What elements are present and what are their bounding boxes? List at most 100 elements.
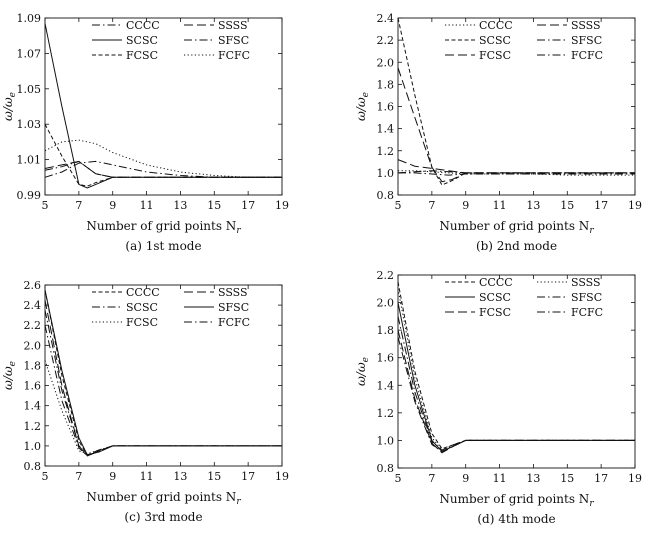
x-tick-label: 15 (560, 199, 574, 212)
series-line-fcfc (44, 139, 282, 178)
x-tick-label: 13 (173, 199, 187, 212)
series-line-sfsc (397, 316, 635, 451)
y-tick-label: 1.6 (24, 380, 42, 393)
series-line-scsc (397, 302, 635, 453)
series-line-cccc (44, 160, 282, 178)
x-tick-label: 9 (109, 470, 116, 483)
legend-label-cccc: CCCC (479, 19, 513, 32)
x-axis-label: Number of grid points Nr (86, 490, 241, 507)
legend-label-ssss: SSSS (571, 19, 601, 32)
chart-panel-1: 5 7 9 11 13 15 17 19 0.99 1.01 1.03 1.05 1.07 1.09 CCC… (1, 12, 289, 253)
y-tick-label: 1.0 (377, 434, 395, 447)
y-axis-label: ω/ωe (1, 361, 18, 390)
legend-label-fcsc: FCSC (126, 49, 158, 62)
x-tick-label: 15 (207, 199, 221, 212)
y-tick-label: 1.01 (17, 154, 42, 167)
legend-label-ssss: SSSS (571, 276, 601, 289)
legend-label-fcfc: FCFC (218, 316, 250, 329)
legend-label-fcfc: FCFC (218, 49, 250, 62)
x-tick-label: 9 (462, 472, 469, 485)
x-tick-label: 7 (75, 470, 82, 483)
y-tick-label: 1.07 (17, 47, 42, 60)
x-tick-label: 19 (628, 472, 642, 485)
y-tick-label: 1.6 (377, 352, 395, 365)
y-tick-label: 1.0 (24, 440, 42, 453)
series-line-fcsc (397, 67, 635, 183)
y-tick-label: 1.6 (377, 101, 395, 114)
y-tick-label: 1.05 (17, 83, 42, 96)
y-tick-label: 1.2 (377, 145, 395, 158)
legend-label-scsc: SCSC (479, 291, 511, 304)
y-tick-label: 0.8 (24, 460, 42, 473)
y-tick-label: 1.03 (17, 118, 42, 131)
x-tick-label: 17 (241, 470, 255, 483)
y-tick-label: 2.2 (377, 34, 395, 47)
series-line-ssss (44, 160, 282, 178)
y-tick-label: 2.0 (24, 339, 42, 352)
x-tick-label: 13 (526, 199, 540, 212)
x-tick-label: 19 (275, 470, 289, 483)
x-tick-label: 7 (428, 472, 435, 485)
series-line-fcfc (398, 172, 635, 176)
y-tick-label: 0.99 (17, 189, 42, 202)
y-tick-label: 1.0 (377, 167, 395, 180)
x-tick-label: 5 (395, 199, 402, 212)
legend-label-fcsc: FCSC (126, 316, 158, 329)
series-line-fcsc (397, 329, 635, 454)
y-tick-label: 2.6 (24, 279, 42, 292)
x-tick-label: 19 (275, 199, 289, 212)
legend-label-sfsc: SFSC (218, 34, 249, 47)
x-axis-label: Number of grid points Nr (439, 492, 594, 509)
legend-label-fcsc: FCSC (479, 49, 511, 62)
x-tick-label: 13 (526, 472, 540, 485)
x-tick-label: 11 (140, 199, 154, 212)
x-axis-label: Number of grid points Nr (86, 219, 241, 236)
y-axis-label: ω/ωe (354, 357, 371, 386)
y-tick-label: 1.4 (377, 123, 395, 136)
x-tick-label: 13 (173, 470, 187, 483)
legend-label-sfsc: SFSC (571, 34, 602, 47)
legend-label-cccc: CCCC (126, 19, 160, 32)
chart-panel-3: 5 7 9 11 13 15 17 19 0.8 1.0 1.2 1.4 1.6 1.8 2.0 2.2 2.4… (1, 279, 289, 524)
plot-frame (397, 274, 636, 469)
legend-label-cccc: CCCC (126, 286, 160, 299)
y-tick-label: 0.8 (377, 462, 395, 475)
series-line-fcsc (44, 123, 282, 187)
series-line-cccc (44, 289, 282, 457)
legend-label-scsc: SCSC (479, 34, 511, 47)
x-tick-label: 5 (42, 470, 49, 483)
legend-label-fcfc: FCFC (571, 49, 603, 62)
legend-label-fcfc: FCFC (571, 306, 603, 319)
x-tick-label: 19 (628, 199, 642, 212)
y-tick-label: 2.4 (24, 299, 42, 312)
legend-label-sfsc: SFSC (218, 301, 249, 314)
x-tick-label: 7 (75, 199, 82, 212)
y-axis-label: ω/ωe (354, 92, 371, 121)
legend-label-scsc: SCSC (126, 34, 158, 47)
x-tick-label: 17 (241, 199, 255, 212)
y-tick-label: 0.8 (377, 189, 395, 202)
series-line-cccc (398, 170, 635, 176)
plot-frame (44, 17, 283, 196)
y-tick-label: 1.4 (24, 400, 42, 413)
x-tick-label: 11 (140, 470, 154, 483)
y-tick-label: 2.2 (377, 269, 395, 282)
y-tick-label: 1.8 (377, 324, 395, 337)
chart-panel-4: 5 7 9 11 13 15 17 19 0.8 1.0 1.2 1.4 1.6 1.8 2.0 2.2 CCC… (354, 269, 642, 526)
y-tick-label: 1.4 (377, 379, 395, 392)
x-tick-label: 17 (594, 472, 608, 485)
legend-label-fcsc: FCSC (479, 306, 511, 319)
panel-caption: (d) 4th mode (477, 512, 555, 526)
y-tick-label: 2.2 (24, 319, 42, 332)
plot-frame (44, 284, 283, 467)
series-line-fcfc (397, 336, 635, 453)
x-tick-label: 15 (560, 472, 574, 485)
series-line-fcfc (44, 325, 282, 457)
x-tick-label: 17 (594, 199, 608, 212)
x-axis-label: Number of grid points Nr (439, 219, 594, 236)
legend-label-ssss: SSSS (218, 19, 248, 32)
series-line-scsc (44, 309, 282, 457)
x-tick-label: 5 (395, 472, 402, 485)
panel-caption: (a) 1st mode (125, 239, 201, 253)
y-tick-label: 1.2 (377, 407, 395, 420)
